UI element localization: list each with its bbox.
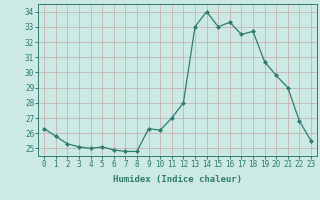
X-axis label: Humidex (Indice chaleur): Humidex (Indice chaleur) xyxy=(113,175,242,184)
